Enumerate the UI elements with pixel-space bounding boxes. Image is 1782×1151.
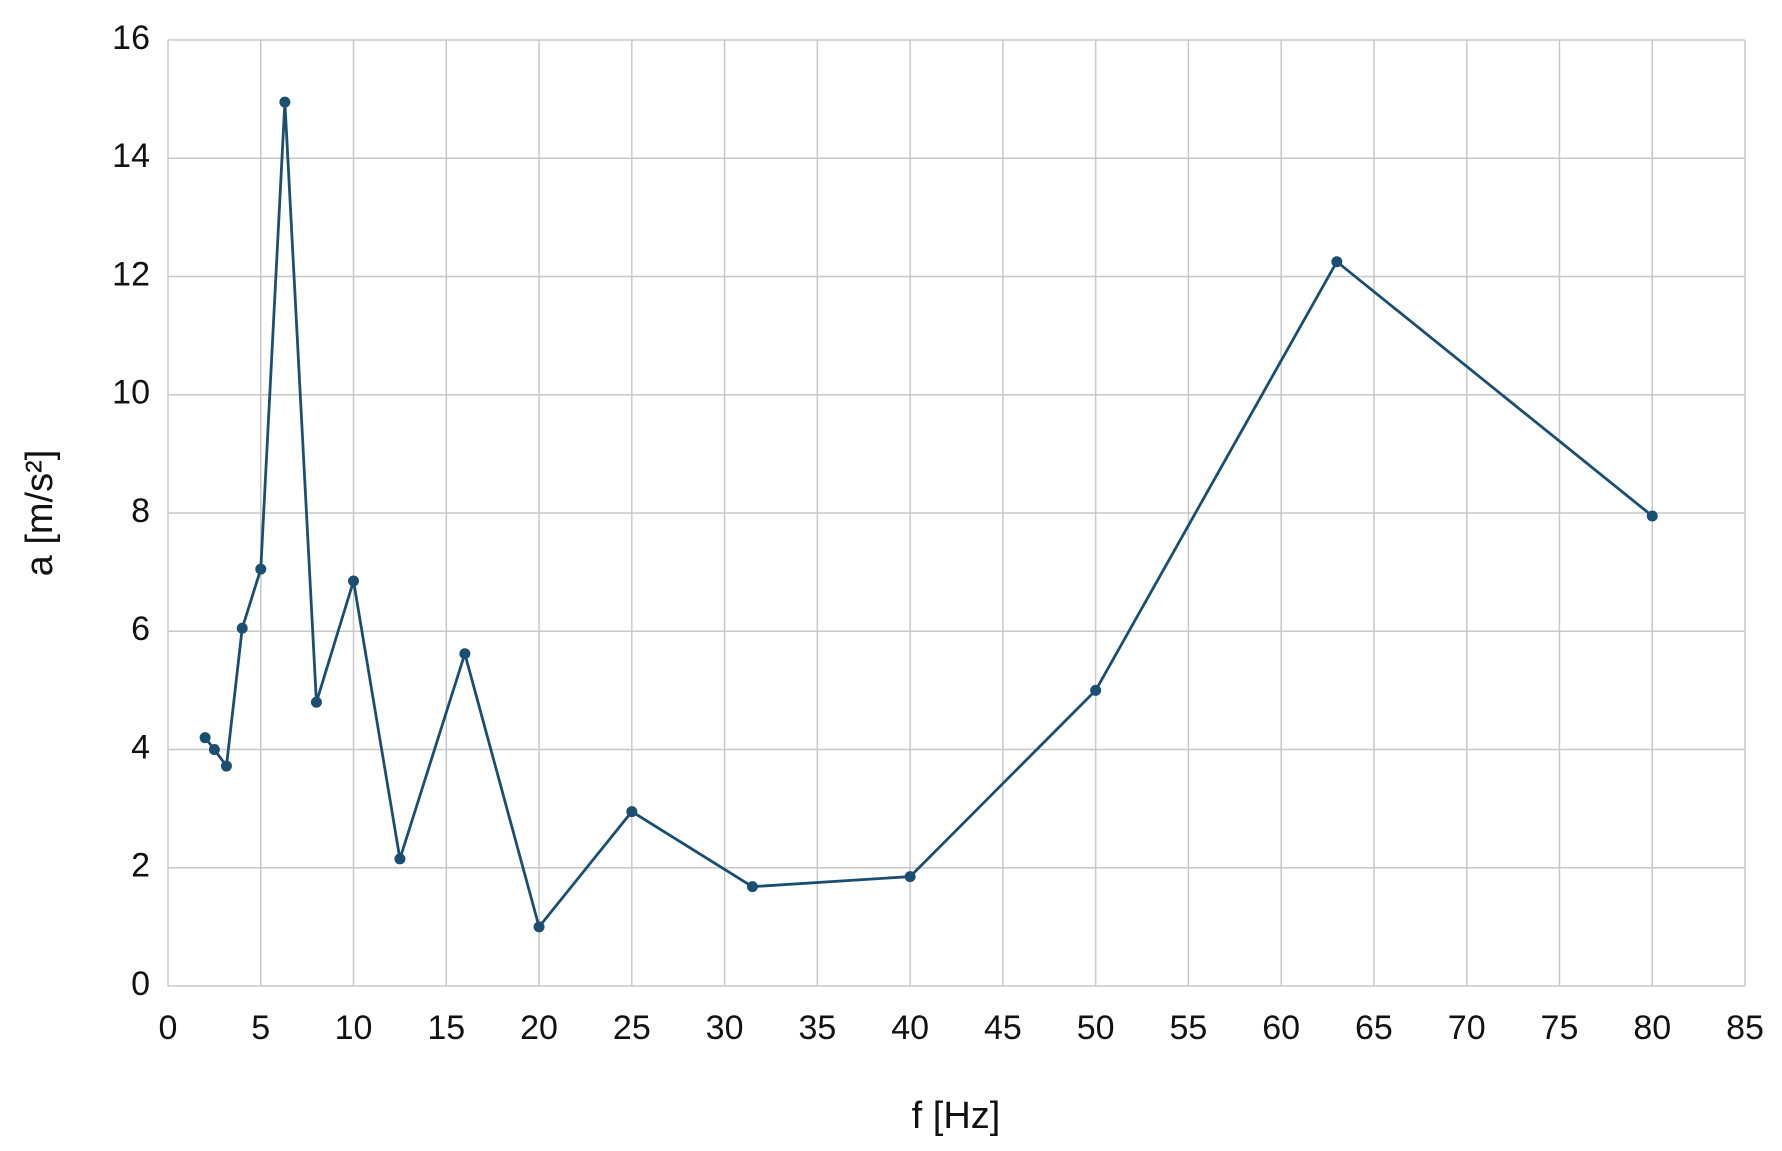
x-tick-label: 20 xyxy=(520,1009,558,1047)
data-point xyxy=(199,732,211,744)
data-line xyxy=(204,102,1654,930)
x-tick-label: 85 xyxy=(1726,1009,1764,1047)
data-point xyxy=(626,806,638,818)
data-point xyxy=(1331,256,1343,268)
x-tick-label: 45 xyxy=(984,1009,1022,1047)
y-tick-label: 12 xyxy=(112,255,150,293)
data-point xyxy=(279,96,291,108)
x-tick-label: 75 xyxy=(1541,1009,1579,1047)
y-tick-label: 0 xyxy=(131,965,150,1003)
data-point xyxy=(459,648,471,660)
data-point xyxy=(1090,684,1102,696)
y-tick-label: 4 xyxy=(131,728,150,766)
data-point xyxy=(394,853,406,865)
data-point xyxy=(220,760,232,772)
x-tick-label: 15 xyxy=(427,1009,465,1047)
data-point xyxy=(746,881,758,893)
y-tick-label: 16 xyxy=(112,19,150,57)
x-tick-label: 0 xyxy=(159,1009,178,1047)
x-tick-label: 40 xyxy=(891,1009,929,1047)
y-tick-label: 14 xyxy=(112,137,150,175)
x-tick-label: 65 xyxy=(1355,1009,1393,1047)
x-tick-label: 5 xyxy=(251,1009,270,1047)
x-tick-label: 30 xyxy=(706,1009,744,1047)
y-tick-label: 2 xyxy=(131,847,150,885)
data-point xyxy=(348,575,360,587)
x-tick-label: 70 xyxy=(1448,1009,1486,1047)
x-axis-label: f [Hz] xyxy=(912,1095,1001,1137)
x-tick-label: 80 xyxy=(1633,1009,1671,1047)
data-point xyxy=(208,744,220,755)
x-tick-label: 60 xyxy=(1262,1009,1300,1047)
data-point xyxy=(310,696,322,708)
data-point xyxy=(904,871,916,883)
x-tick-label: 55 xyxy=(1169,1009,1207,1047)
y-axis-label: a [m/s²] xyxy=(19,450,61,577)
x-tick-label: 10 xyxy=(335,1009,373,1047)
data-point xyxy=(533,921,545,933)
x-tick-label: 35 xyxy=(798,1009,836,1047)
x-tick-label: 50 xyxy=(1077,1009,1115,1047)
y-tick-label: 10 xyxy=(112,374,150,412)
y-tick-label: 8 xyxy=(131,492,150,530)
data-point xyxy=(236,622,248,634)
y-tick-label: 6 xyxy=(131,610,150,648)
data-point xyxy=(1646,510,1658,522)
data-point xyxy=(255,563,267,575)
x-tick-label: 25 xyxy=(613,1009,651,1047)
